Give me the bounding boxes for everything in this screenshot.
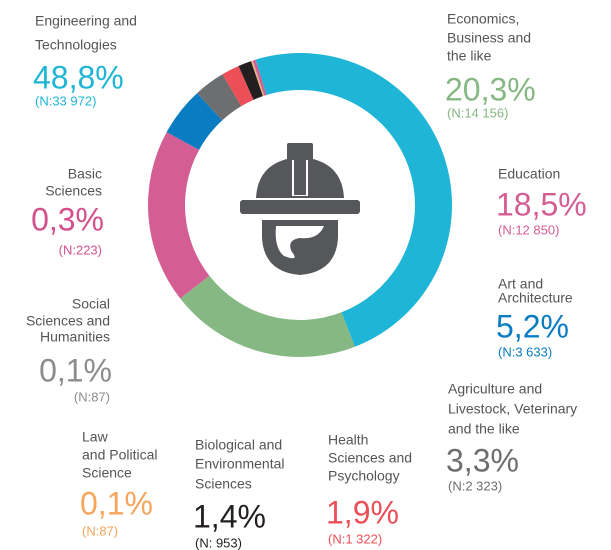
count-label: (N:3 633) (498, 344, 552, 359)
category-label: Art and (498, 276, 543, 292)
count-label: (N:87) (82, 523, 118, 538)
value-label: 3,3% (446, 442, 519, 478)
category-label: Engineering and (35, 13, 137, 29)
donut-slice (251, 60, 265, 96)
donut-slice (166, 93, 223, 150)
donut-slice (148, 132, 210, 299)
donut-slice (238, 61, 263, 100)
category-label: Architecture (498, 290, 573, 306)
value-label: 1,4% (193, 498, 266, 534)
category-label: Environmental (195, 456, 285, 472)
donut-slice (251, 60, 264, 97)
count-label: (N:1 322) (328, 531, 382, 546)
category-label: Law (82, 429, 109, 445)
category-label: Sciences (45, 183, 102, 199)
category-label: Education (498, 166, 560, 182)
category-label: and Political (82, 447, 158, 463)
category-label: Economics, (447, 11, 519, 27)
donut-slice (197, 74, 242, 121)
category-label: Psychology (328, 468, 400, 484)
category-label: Technologies (35, 37, 117, 53)
category-label: Science (82, 465, 132, 481)
count-label: (N: 953) (195, 535, 242, 550)
category-label: Sciences (195, 476, 252, 492)
value-label: 0,1% (80, 485, 153, 521)
category-label: Biological and (195, 437, 282, 453)
value-label: 1,9% (326, 494, 399, 530)
value-label: 18,5% (496, 186, 587, 222)
count-label: (N:14 156) (447, 105, 508, 120)
category-label: Basic (68, 166, 102, 182)
category-label: Business and (447, 30, 531, 46)
value-label: 0,1% (39, 352, 112, 388)
category-label: Livestock, Veterinary (448, 401, 577, 417)
count-label: (N:223) (59, 242, 102, 257)
count-label: (N:33 972) (35, 93, 96, 108)
count-label: (N:12 850) (498, 222, 559, 237)
center-icon (240, 143, 360, 275)
count-label: (N:2 323) (448, 478, 502, 493)
category-label: Sciences and (328, 450, 412, 466)
donut-slice (222, 65, 254, 107)
value-label: 20,3% (445, 71, 536, 107)
value-label: 5,2% (496, 308, 569, 344)
category-label: and the like (448, 421, 520, 437)
count-label: (N:87) (74, 389, 110, 404)
category-label: Humanities (40, 329, 110, 345)
donut-slice (252, 59, 267, 96)
value-label: 0,3% (31, 201, 104, 237)
donut-slice (180, 275, 355, 357)
category-label: Health (328, 432, 368, 448)
category-label: the like (447, 48, 492, 64)
category-label: Social (72, 296, 110, 312)
donut-slice (255, 53, 452, 347)
category-label: Agriculture and (448, 381, 542, 397)
category-label: Sciences and (26, 313, 110, 329)
value-label: 48,8% (33, 59, 124, 95)
